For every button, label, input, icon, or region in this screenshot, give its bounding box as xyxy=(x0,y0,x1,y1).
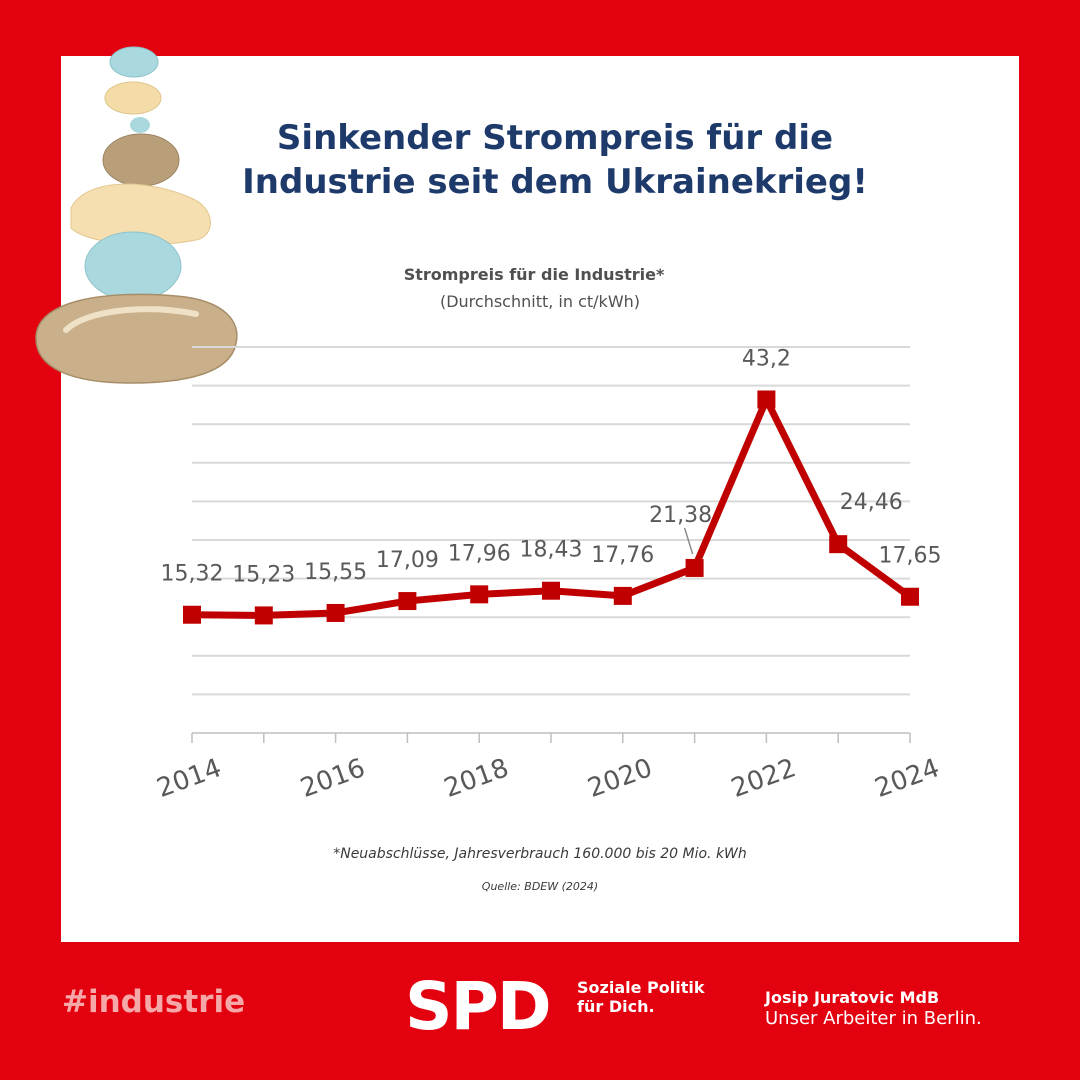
data-label: 15,55 xyxy=(304,560,367,585)
data-label-leader xyxy=(683,527,694,555)
x-tick-label: 2014 xyxy=(153,753,225,804)
data-label: 15,32 xyxy=(161,562,224,587)
spd-logo: SPD xyxy=(405,968,552,1045)
stacked-stones-illustration xyxy=(35,46,238,384)
data-point xyxy=(542,581,560,600)
x-tick-label: 2018 xyxy=(440,753,512,804)
data-label: 43,2 xyxy=(742,346,791,371)
data-point xyxy=(829,535,848,554)
data-label: 17,09 xyxy=(376,548,439,573)
data-label: 15,23 xyxy=(232,562,295,587)
data-point xyxy=(254,606,273,625)
chart-footnote: *Neuabschlüsse, Jahresverbrauch 160.000 … xyxy=(333,846,747,862)
data-label: 17,76 xyxy=(591,543,654,568)
data-point xyxy=(901,587,919,606)
x-tick-label: 2016 xyxy=(297,753,369,804)
chart-title: Strompreis für die Industrie* xyxy=(404,265,665,284)
data-label: 18,43 xyxy=(520,538,583,563)
hashtag: #industrie xyxy=(62,984,246,1020)
chart-subtitle: (Durchschnitt, in ct/kWh) xyxy=(440,292,640,311)
data-label: 17,96 xyxy=(448,541,511,566)
author-tagline: Unser Arbeiter in Berlin. xyxy=(765,1008,982,1029)
x-axis-labels: 2014 2016 2018 2020 2022 2024 xyxy=(153,753,943,804)
data-point xyxy=(757,390,776,409)
data-label: 21,38 xyxy=(649,503,712,528)
data-point xyxy=(613,586,632,605)
x-axis-ticks xyxy=(191,733,911,743)
spd-slogan: Soziale Politik für Dich. xyxy=(577,978,705,1016)
chart-grid xyxy=(192,346,910,696)
x-tick-label: 2022 xyxy=(727,753,799,804)
data-label: 24,46 xyxy=(840,490,903,515)
headline: Sinkender Strompreis für die Industrie s… xyxy=(242,118,868,202)
data-markers xyxy=(183,390,919,625)
data-point xyxy=(326,603,345,622)
content-card xyxy=(61,56,1019,942)
x-tick-label: 2020 xyxy=(584,753,656,804)
data-label: 17,65 xyxy=(879,544,942,569)
data-point xyxy=(398,592,417,611)
data-point xyxy=(183,605,201,624)
x-tick-label: 2024 xyxy=(871,753,943,804)
data-point xyxy=(685,558,704,577)
chart-source: Quelle: BDEW (2024) xyxy=(481,880,599,893)
data-point xyxy=(470,585,489,604)
data-labels: 15,32 15,23 15,55 17,09 17,96 18,43 17,76 21,38… xyxy=(161,346,942,587)
author-name: Josip Juratovic MdB xyxy=(765,988,940,1007)
